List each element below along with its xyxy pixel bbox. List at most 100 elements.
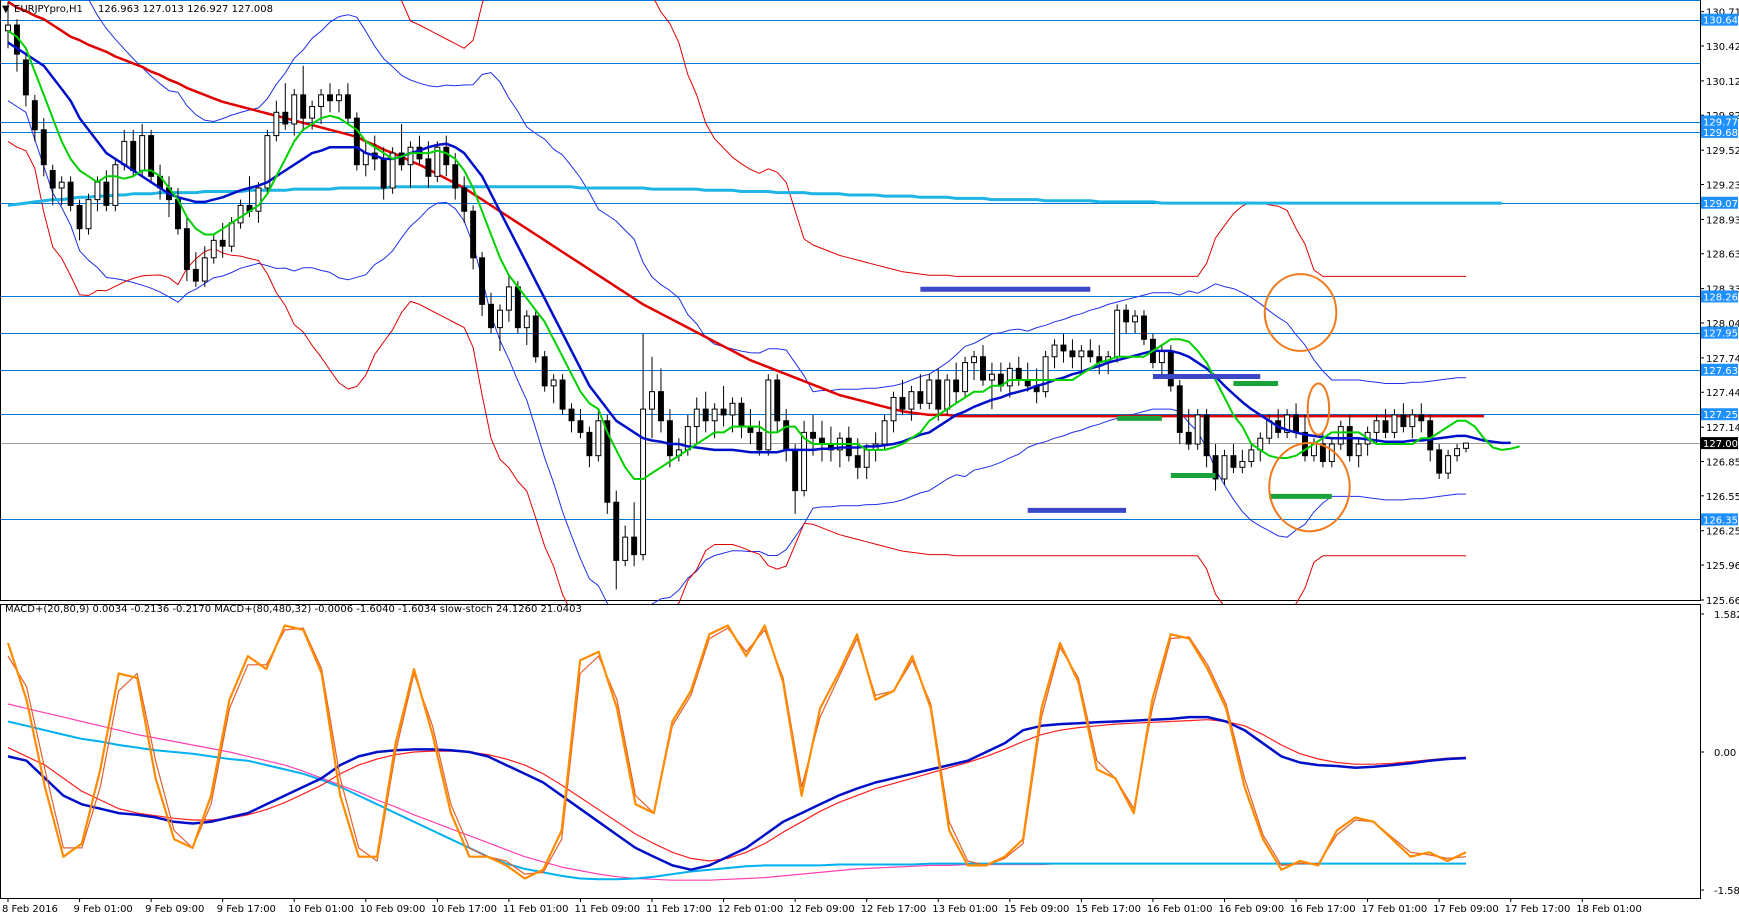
candle[interactable] — [1230, 444, 1237, 474]
candle[interactable] — [962, 356, 969, 398]
candle[interactable] — [1221, 449, 1228, 485]
candle[interactable] — [935, 368, 942, 421]
candle[interactable] — [1463, 442, 1469, 453]
candle[interactable] — [1114, 304, 1121, 363]
candle[interactable] — [461, 176, 468, 223]
candle[interactable] — [434, 141, 441, 183]
candle[interactable] — [85, 193, 92, 235]
candle[interactable] — [693, 397, 700, 445]
candle[interactable] — [1454, 444, 1461, 462]
candle[interactable] — [1185, 409, 1192, 450]
candle[interactable] — [1445, 449, 1452, 479]
indicator-subwindow[interactable] — [0, 604, 1701, 899]
candle[interactable] — [541, 350, 548, 392]
candle[interactable] — [327, 83, 333, 113]
candle[interactable] — [666, 409, 673, 468]
candle[interactable] — [353, 112, 360, 171]
candle[interactable] — [22, 54, 29, 107]
candle[interactable] — [971, 350, 977, 381]
candle[interactable] — [1123, 304, 1130, 334]
main-plot-area[interactable] — [0, 0, 1701, 601]
candle[interactable] — [1203, 409, 1210, 468]
candle[interactable] — [389, 147, 396, 194]
candle[interactable] — [1078, 345, 1085, 375]
candle[interactable] — [1418, 403, 1425, 433]
candle[interactable] — [1436, 444, 1443, 479]
candle[interactable] — [344, 83, 351, 124]
candle[interactable] — [183, 217, 190, 282]
candle[interactable] — [1355, 438, 1362, 468]
candle[interactable] — [559, 374, 566, 415]
candle[interactable] — [980, 345, 986, 386]
candle[interactable] — [505, 275, 512, 322]
candle[interactable] — [488, 292, 494, 334]
candle[interactable] — [640, 333, 647, 561]
candle[interactable] — [497, 304, 503, 351]
candle[interactable] — [649, 356, 655, 439]
candle[interactable] — [31, 94, 38, 142]
candle[interactable] — [1051, 339, 1058, 369]
candle[interactable] — [291, 89, 298, 136]
candle[interactable] — [237, 199, 244, 229]
candle[interactable] — [1132, 310, 1139, 334]
candle[interactable] — [300, 65, 307, 130]
candle[interactable] — [908, 385, 915, 421]
candle[interactable] — [899, 380, 906, 415]
candle[interactable] — [201, 246, 208, 287]
orange-ellipse-annotation[interactable] — [1263, 273, 1338, 352]
candle[interactable] — [255, 182, 262, 223]
candle[interactable] — [1042, 350, 1049, 398]
main-price-panel[interactable] — [0, 0, 1701, 671]
orange-ellipse-annotation[interactable] — [1268, 441, 1351, 533]
candle[interactable] — [67, 176, 74, 212]
candle[interactable] — [282, 83, 289, 130]
candle[interactable] — [49, 164, 56, 206]
candle[interactable] — [568, 403, 575, 433]
candle[interactable] — [148, 129, 155, 183]
candle[interactable] — [335, 89, 342, 113]
candle[interactable] — [1248, 444, 1255, 468]
candle[interactable] — [443, 135, 450, 177]
candle[interactable] — [1239, 449, 1246, 474]
candle[interactable] — [765, 374, 772, 456]
candle[interactable] — [926, 374, 933, 410]
candle[interactable] — [658, 368, 664, 433]
candle[interactable] — [112, 158, 119, 212]
candle[interactable] — [398, 123, 405, 171]
candle[interactable] — [58, 176, 65, 206]
candle[interactable] — [1212, 444, 1219, 491]
candle[interactable] — [1176, 380, 1183, 445]
candle[interactable] — [702, 391, 709, 433]
candle[interactable] — [1409, 409, 1416, 439]
candle[interactable] — [452, 153, 459, 200]
candle[interactable] — [1373, 414, 1380, 445]
candle[interactable] — [1382, 409, 1389, 439]
candle[interactable] — [1391, 409, 1398, 439]
candle[interactable] — [1087, 339, 1094, 363]
candle[interactable] — [192, 251, 199, 287]
candle[interactable] — [1284, 409, 1291, 439]
candle[interactable] — [479, 251, 486, 317]
candle[interactable] — [1060, 333, 1067, 363]
candle[interactable] — [425, 141, 432, 188]
candle[interactable] — [523, 310, 530, 346]
candle[interactable] — [1069, 339, 1076, 369]
candle[interactable] — [917, 374, 924, 410]
candle[interactable] — [1141, 310, 1147, 346]
candle[interactable] — [273, 100, 280, 142]
candle[interactable] — [550, 374, 557, 404]
candle[interactable] — [470, 205, 477, 270]
candle[interactable] — [774, 374, 781, 433]
candle[interactable] — [407, 141, 414, 188]
candle[interactable] — [577, 409, 584, 439]
candle[interactable] — [586, 426, 593, 468]
candle[interactable] — [613, 490, 620, 590]
orange-ellipse-annotation[interactable] — [1306, 382, 1331, 436]
candle[interactable] — [1400, 403, 1407, 433]
candle[interactable] — [210, 234, 217, 264]
candle[interactable] — [801, 420, 808, 497]
candle[interactable] — [76, 199, 83, 241]
candle[interactable] — [890, 391, 897, 433]
candle[interactable] — [1194, 409, 1201, 450]
